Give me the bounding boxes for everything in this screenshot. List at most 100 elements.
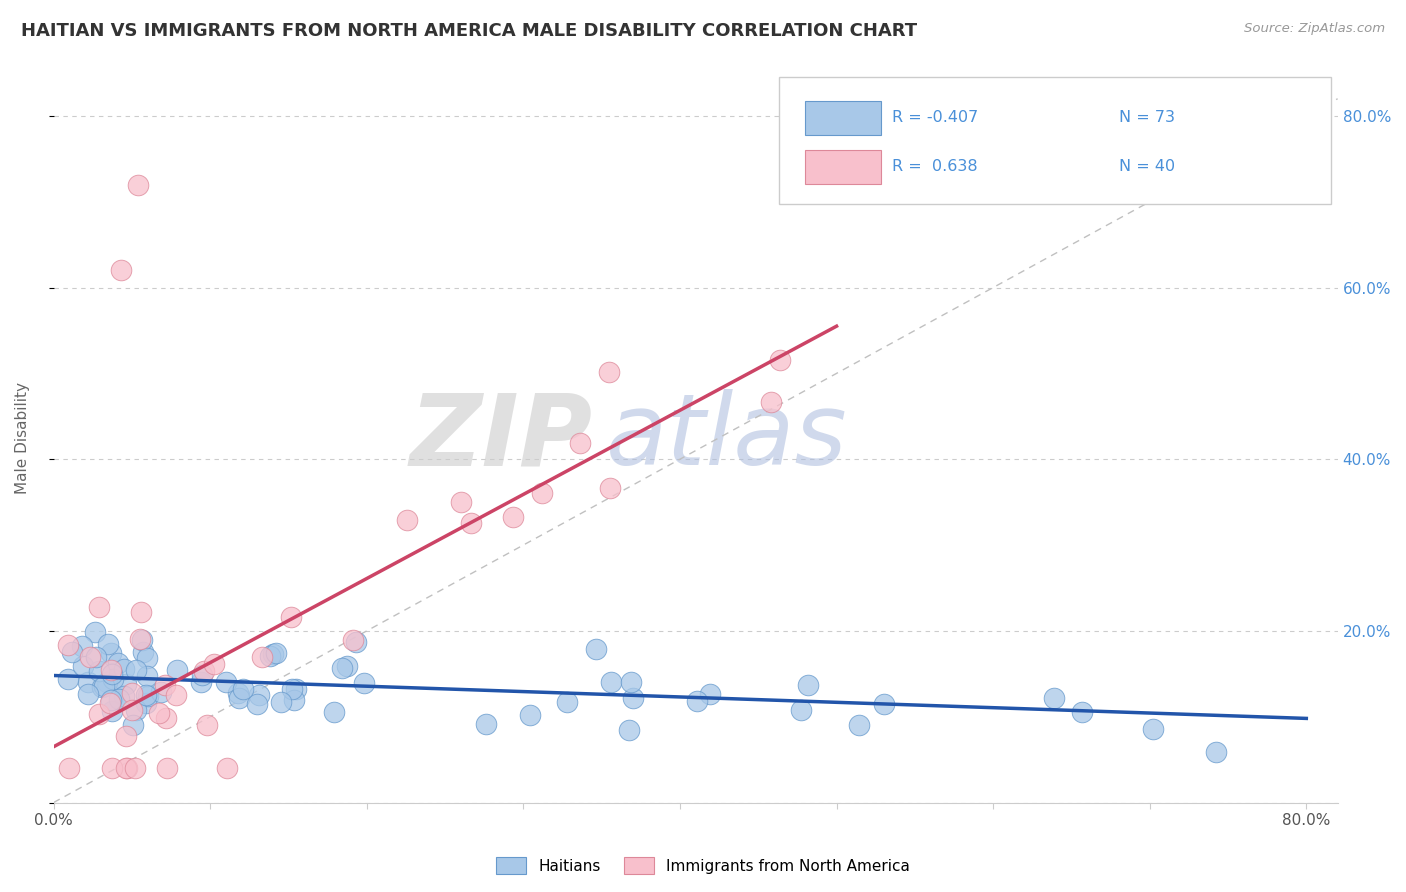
Point [135, 696, 157, 710]
Point [519, 707, 541, 722]
Text: HAITIAN VS IMMIGRANTS FROM NORTH AMERICA MALE DISABILITY CORRELATION CHART: HAITIAN VS IMMIGRANTS FROM NORTH AMERICA… [21, 22, 917, 40]
Point [193, 665, 215, 679]
Point [115, 676, 138, 690]
Point [266, 646, 288, 660]
Text: R =  0.638: R = 0.638 [891, 159, 977, 174]
Point [873, 697, 896, 711]
Point [125, 703, 148, 717]
Point [202, 657, 225, 672]
Point [108, 692, 131, 706]
Point [112, 662, 135, 676]
Point [98, 696, 121, 710]
Point [247, 688, 270, 702]
Point [530, 486, 553, 500]
Point [100, 663, 122, 677]
Point [475, 717, 498, 731]
Point [58, 761, 80, 775]
Point [166, 663, 188, 677]
Point [150, 685, 173, 699]
Point [283, 693, 305, 707]
Point [101, 704, 124, 718]
Text: N = 73: N = 73 [1119, 110, 1175, 125]
Point [585, 642, 607, 657]
Point [768, 352, 790, 367]
Point [96, 674, 118, 689]
Point [93, 679, 115, 693]
Point [101, 667, 124, 681]
Point [127, 178, 149, 192]
Point [58, 639, 80, 653]
Point [228, 690, 250, 705]
Text: Source: ZipAtlas.com: Source: ZipAtlas.com [1244, 22, 1385, 36]
Point [121, 686, 143, 700]
Y-axis label: Male Disability: Male Disability [15, 382, 30, 494]
Legend: Haitians, Immigrants from North America: Haitians, Immigrants from North America [489, 851, 917, 880]
Point [342, 632, 364, 647]
Point [344, 635, 367, 649]
Point [759, 394, 782, 409]
Point [115, 761, 138, 775]
Point [100, 761, 122, 775]
Point [112, 690, 135, 704]
Point [262, 647, 284, 661]
Point [232, 681, 254, 696]
Point [77, 675, 100, 690]
Point [110, 263, 132, 277]
Point [285, 681, 308, 696]
Point [190, 674, 212, 689]
Point [135, 668, 157, 682]
Point [796, 678, 818, 692]
Point [100, 646, 122, 660]
Point [1043, 690, 1066, 705]
Point [136, 690, 159, 704]
Point [246, 698, 269, 712]
Point [132, 645, 155, 659]
Point [555, 695, 578, 709]
Point [280, 610, 302, 624]
Point [330, 661, 353, 675]
Point [623, 690, 645, 705]
Point [848, 718, 870, 732]
Point [70, 639, 93, 653]
Point [90, 680, 112, 694]
Point [131, 632, 153, 647]
Point [124, 761, 146, 775]
Point [396, 513, 419, 527]
FancyBboxPatch shape [804, 151, 880, 184]
Point [58, 673, 80, 687]
Point [569, 436, 592, 450]
Point [72, 658, 94, 673]
Point [89, 664, 111, 678]
Point [153, 678, 176, 692]
Point [84, 650, 107, 665]
Point [122, 718, 145, 732]
Point [89, 707, 111, 722]
Point [1142, 722, 1164, 736]
Point [336, 659, 359, 673]
Point [60, 645, 83, 659]
Point [79, 649, 101, 664]
Point [97, 637, 120, 651]
Text: atlas: atlas [606, 389, 848, 486]
Point [100, 693, 122, 707]
Point [128, 632, 150, 647]
Point [136, 650, 159, 665]
Point [101, 673, 124, 687]
Point [117, 761, 139, 775]
Point [790, 703, 813, 717]
Point [460, 516, 482, 531]
Point [190, 667, 212, 681]
Point [107, 657, 129, 671]
Point [1205, 745, 1227, 759]
Point [89, 600, 111, 615]
Point [124, 663, 146, 677]
Point [620, 674, 643, 689]
Point [226, 686, 249, 700]
Point [270, 695, 292, 709]
Point [600, 674, 623, 689]
Point [598, 365, 620, 379]
Point [215, 674, 238, 689]
Point [131, 605, 153, 619]
Point [121, 703, 143, 717]
Point [699, 687, 721, 701]
